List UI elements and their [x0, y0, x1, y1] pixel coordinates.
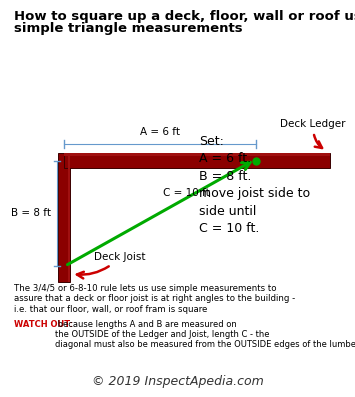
Text: © 2019 InspectApedia.com: © 2019 InspectApedia.com	[92, 375, 263, 388]
Bar	[58, 153, 70, 282]
Text: The 3/4/5 or 6-8-10 rule lets us use simple measurements to
assure that a deck o: The 3/4/5 or 6-8-10 rule lets us use sim…	[14, 284, 295, 314]
Text: Set:
A = 6 ft.
B = 8 ft.
move joist side to
side until
C = 10 ft.: Set: A = 6 ft. B = 8 ft. move joist side…	[199, 135, 310, 235]
Bar	[64, 153, 330, 168]
Text: because lengths A and B are measured on
the OUTSIDE of the Ledger and Joist, len: because lengths A and B are measured on …	[55, 320, 355, 349]
Text: How to square up a deck, floor, wall or roof using: How to square up a deck, floor, wall or …	[14, 10, 355, 23]
Text: WATCH OUT:: WATCH OUT:	[14, 320, 73, 329]
Text: Deck Joist: Deck Joist	[77, 252, 146, 278]
Text: simple triangle measurements: simple triangle measurements	[14, 22, 243, 35]
Text: Deck Ledger: Deck Ledger	[280, 119, 346, 148]
Text: C = 10 ft: C = 10 ft	[163, 187, 210, 197]
Text: A = 6 ft: A = 6 ft	[140, 127, 180, 137]
Bar	[67, 153, 70, 282]
Bar	[64, 153, 330, 156]
Text: B = 8 ft: B = 8 ft	[11, 208, 51, 218]
